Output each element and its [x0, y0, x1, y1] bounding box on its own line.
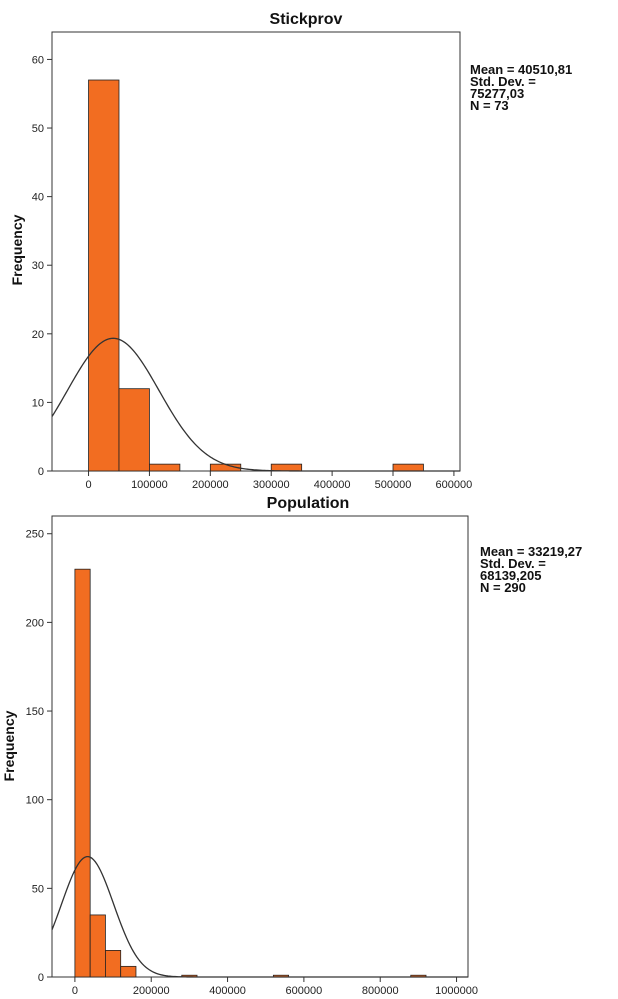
x-tick-label: 500000 — [375, 479, 412, 491]
y-tick-label: 50 — [32, 123, 44, 135]
plot-area-frame — [51, 515, 469, 978]
stats-line: Mean = 33219,27 — [480, 544, 582, 559]
stats-line: Std. Dev. = — [470, 74, 536, 89]
x-tick-label: 400000 — [209, 985, 246, 997]
histogram-bar — [120, 965, 137, 978]
y-tick-label: 30 — [32, 260, 44, 272]
histogram-bar — [89, 914, 106, 978]
x-tick-label: 300000 — [253, 479, 290, 491]
histogram-panel-stickprov: Stickprov Frequency 0 100000 200000 300000 4… — [9, 11, 572, 491]
histogram-bar — [149, 463, 181, 472]
y-tick-label: 60 — [32, 54, 44, 66]
y-tick-label: 50 — [32, 883, 44, 895]
y-tick-label: 20 — [32, 329, 44, 341]
stats-line: Mean = 40510,81 — [470, 62, 572, 77]
histogram-bars — [88, 79, 424, 472]
y-tick-label: 100 — [26, 795, 44, 807]
histogram-bar — [88, 79, 120, 472]
y-tick-label: 0 — [38, 972, 44, 984]
axis-ticks: 0 200000 400000 600000 800000 1000000 0 50 100 15… — [26, 529, 478, 997]
x-tick-label: 800000 — [362, 985, 399, 997]
x-tick-label: 100000 — [131, 479, 168, 491]
x-tick-label: 200000 — [133, 985, 170, 997]
stats-line: 75277,03 — [470, 86, 524, 101]
y-axis-label: Frequency — [1, 710, 17, 781]
y-tick-label: 200 — [26, 617, 44, 629]
histogram-bar — [118, 388, 150, 472]
normal-curve — [51, 337, 460, 472]
y-tick-label: 40 — [32, 192, 44, 204]
histogram-bar — [270, 463, 303, 472]
y-tick-label: 150 — [26, 706, 44, 718]
x-tick-label: 1000000 — [435, 985, 478, 997]
y-tick-label: 0 — [38, 466, 44, 478]
stats-line: N = 73 — [470, 98, 509, 113]
chart-title: Stickprov — [270, 11, 343, 28]
stats-line: Std. Dev. = — [480, 556, 546, 571]
y-tick-label: 250 — [26, 529, 44, 541]
normal-curve — [51, 855, 468, 978]
axis-ticks: 0 100000 200000 300000 400000 500000 600000 0 10… — [32, 54, 473, 491]
y-axis-label: Frequency — [9, 214, 25, 285]
x-tick-label: 600000 — [436, 479, 473, 491]
histogram-bars — [74, 568, 427, 978]
x-tick-label: 200000 — [192, 479, 229, 491]
y-tick-label: 10 — [32, 397, 44, 409]
histogram-panel-population: Population Frequency 0 200000 400000 600000… — [1, 495, 582, 997]
histogram-bar — [105, 950, 122, 978]
x-tick-label: 600000 — [286, 985, 323, 997]
chart-title: Population — [267, 495, 350, 512]
x-tick-label: 400000 — [314, 479, 351, 491]
stats-line: N = 290 — [480, 580, 526, 595]
histogram-bar — [392, 463, 424, 472]
histogram-bar — [74, 568, 91, 978]
stats-line: 68139,205 — [480, 568, 541, 583]
x-tick-label: 0 — [72, 985, 78, 997]
x-tick-label: 0 — [85, 479, 91, 491]
